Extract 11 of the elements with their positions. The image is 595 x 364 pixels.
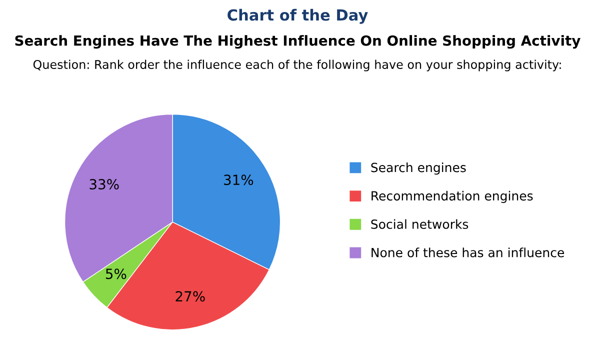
data-label: 33% <box>90 178 119 190</box>
data-label: 27% <box>176 291 205 302</box>
legend-label: Social networks <box>371 219 468 229</box>
chart-subtitle: Question: Rank order the influence each of the following have on your shopping activity: <box>33 60 561 72</box>
legend-label: Recommendation engines <box>372 190 533 203</box>
legend-label: Search engines <box>371 162 466 175</box>
data-label: 5% <box>106 268 126 280</box>
data-label: 31% <box>224 174 254 186</box>
text: Chart of the Day <box>228 8 368 24</box>
chart-title: Search Engines Have The Highest Influence On Online Shopping Activity <box>15 35 580 49</box>
legend-label: None of these has an influence <box>372 248 564 258</box>
